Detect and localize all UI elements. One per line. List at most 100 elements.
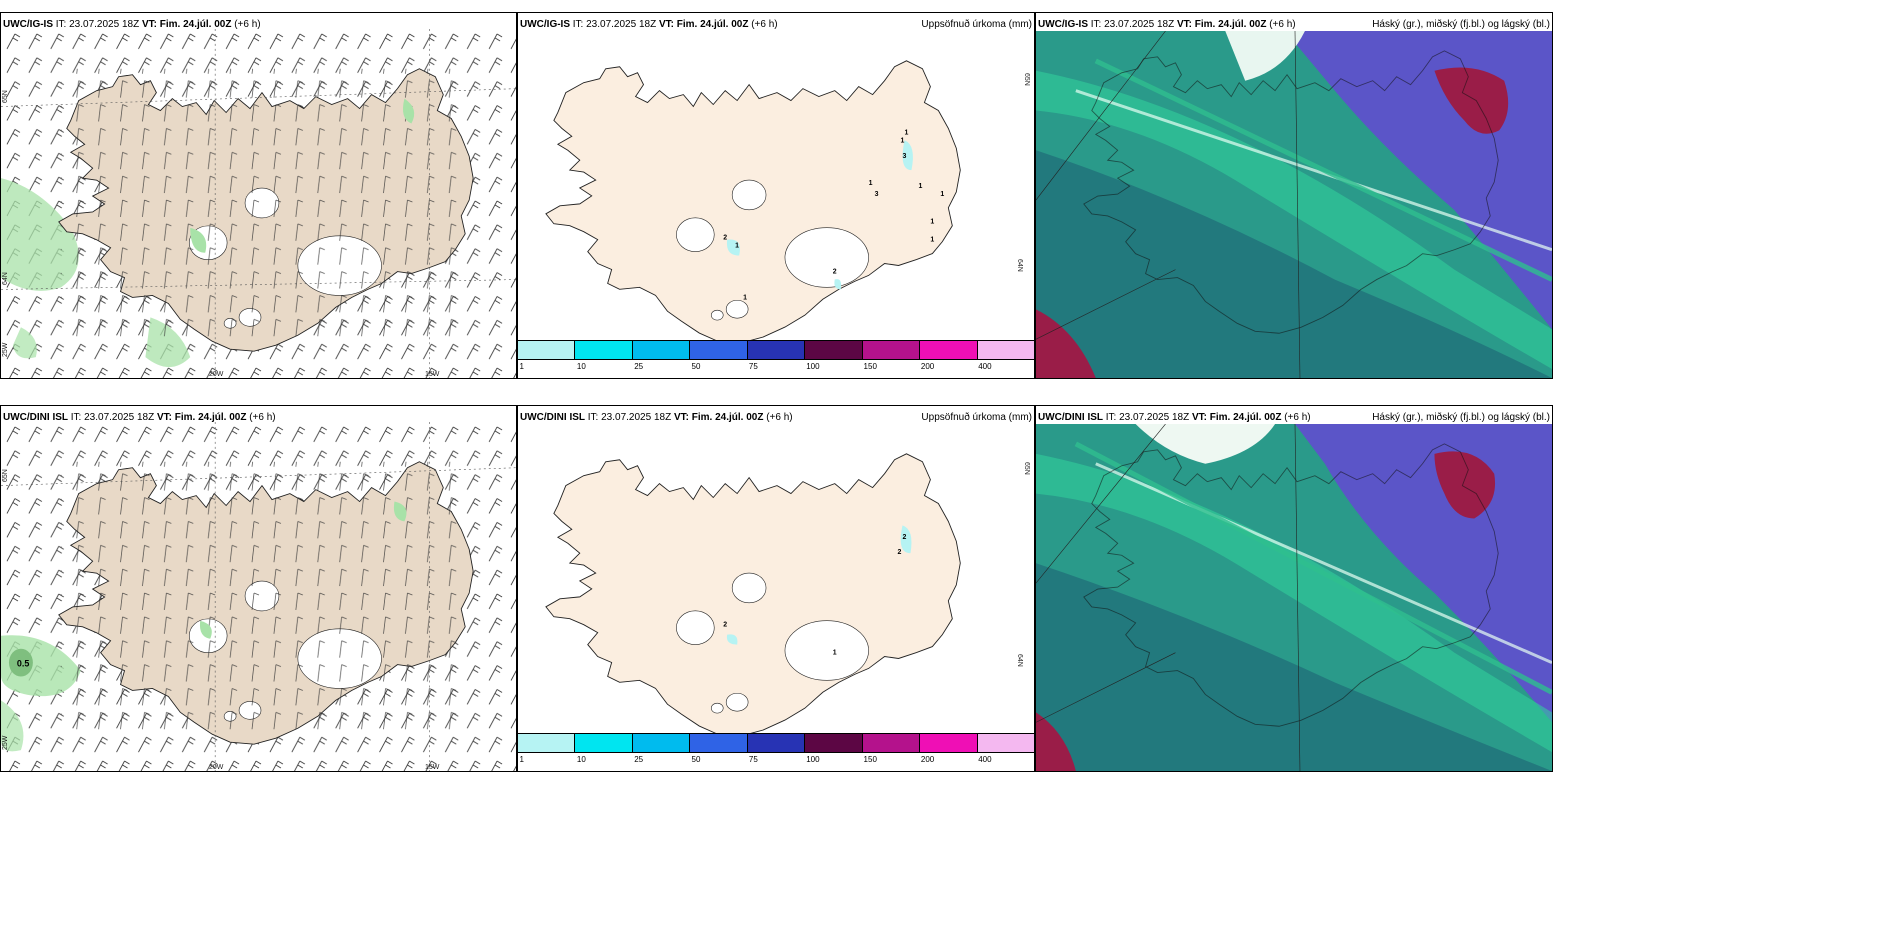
colorbar-segment (920, 734, 978, 752)
lat-label-64n: 64N (1016, 259, 1023, 272)
precip-value: 1 (735, 243, 739, 250)
precip-colorbar (518, 340, 1034, 360)
lon-label-25w: 25W (2, 735, 9, 750)
model-name: UWC/IG-IS (1038, 19, 1088, 30)
colorbar-label: 150 (863, 755, 877, 764)
wind-map-panel-ig-is: UWC/IG-IS IT: 23.07.2025 18Z VT: Fim. 24… (0, 12, 517, 379)
precip-value: 2 (903, 534, 907, 541)
panel-header: UWC/DINI ISL IT: 23.07.2025 18Z VT: Fim.… (1036, 406, 1552, 428)
colorbar-segment (747, 341, 806, 359)
precip-value: 1 (940, 191, 944, 198)
panel-title: Uppsöfnuð úrkoma (mm) (921, 412, 1032, 423)
valid-time: VT: Fim. 24.júl. 00Z (673, 412, 764, 423)
cloud-map (1036, 31, 1552, 378)
precip-value: 1 (905, 129, 909, 136)
init-time: IT: 23.07.2025 18Z (1088, 19, 1177, 30)
lon-label-20w: 20W (209, 764, 224, 771)
panel-title: Háský (gr.), miðský (fj.bl.) og lágský (… (1372, 412, 1550, 423)
panel-header: UWC/DINI ISL IT: 23.07.2025 18Z VT: Fim.… (1, 406, 516, 428)
colorbar-label: 10 (576, 362, 586, 371)
precip-value: 1 (901, 137, 905, 144)
colorbar-label: 400 (978, 362, 992, 371)
colorbar-segment (518, 734, 576, 752)
lead-time: (+6 h) (763, 412, 793, 423)
colorbar-label: 75 (748, 362, 758, 371)
lead-time: (+6 h) (1281, 412, 1311, 423)
colorbar-label: 50 (691, 755, 701, 764)
precip-value: 3 (903, 153, 907, 160)
valid-time: VT: Fim. 24.júl. 00Z (1176, 19, 1267, 30)
colorbar-segment (805, 341, 863, 359)
colorbar-segment (862, 734, 921, 752)
lon-label-25w: 25W (2, 342, 9, 357)
precip-value: 1 (930, 237, 934, 244)
init-time: IT: 23.07.2025 18Z (1103, 412, 1192, 423)
colorbar-segment (747, 734, 806, 752)
precip-value: 1 (869, 180, 873, 187)
precip-value: 2 (898, 549, 902, 556)
lat-label-64n: 64N (1016, 654, 1023, 667)
precip-value: 2 (723, 235, 727, 242)
colorbar-label: 1 (519, 362, 524, 371)
lat-label-65n: 65N (1023, 462, 1030, 475)
init-time: IT: 23.07.2025 18Z (585, 412, 674, 423)
colorbar-segment (632, 734, 691, 752)
precip-colorbar-labels: 1 10 25 50 75 100 150 200 400 (518, 362, 1034, 376)
init-time: IT: 23.07.2025 18Z (68, 412, 157, 423)
lead-time: (+6 h) (748, 19, 778, 30)
colorbar-segment (977, 341, 1034, 359)
lon-label-15w: 15W (425, 764, 440, 771)
model-name: UWC/DINI ISL (1038, 412, 1103, 423)
colorbar-label: 200 (920, 362, 935, 371)
panel-header: UWC/IG-IS IT: 23.07.2025 18Z VT: Fim. 24… (1, 13, 516, 35)
colorbar-label: 25 (634, 362, 644, 371)
precip-colorbar-labels: 1 10 25 50 75 100 150 200 400 (518, 755, 1034, 769)
colorbar-segment (575, 734, 633, 752)
panel-header: UWC/DINI ISL IT: 23.07.2025 18Z VT: Fim.… (518, 406, 1034, 428)
valid-time: VT: Fim. 24.júl. 00Z (156, 412, 247, 423)
init-time: IT: 23.07.2025 18Z (570, 19, 659, 30)
precip-map: 1 1 3 1 3 1 1 1 1 2 1 2 1 (518, 29, 1034, 341)
precip-colorbar (518, 733, 1034, 753)
colorbar-label: 10 (576, 755, 586, 764)
lead-time: (+6 h) (246, 412, 276, 423)
panel-header: UWC/IG-IS IT: 23.07.2025 18Z VT: Fim. 24… (1036, 13, 1552, 35)
precip-value: 3 (875, 191, 879, 198)
colorbar-segment (690, 734, 748, 752)
colorbar-segment (575, 341, 633, 359)
init-time: IT: 23.07.2025 18Z (53, 19, 142, 30)
valid-time: VT: Fim. 24.júl. 00Z (1191, 412, 1282, 423)
colorbar-label: 200 (920, 755, 935, 764)
colorbar-segment (862, 341, 921, 359)
wind-map: 0.5 (1, 422, 516, 771)
colorbar-segment (518, 341, 576, 359)
model-name: UWC/IG-IS (3, 19, 53, 30)
colorbar-label: 150 (863, 362, 877, 371)
colorbar-label: 75 (748, 755, 758, 764)
model-name: UWC/DINI ISL (520, 412, 585, 423)
panel-title: Háský (gr.), miðský (fj.bl.) og lágský (… (1372, 19, 1550, 30)
lat-label-64n: 64N (2, 272, 9, 285)
lat-label-65n: 65N (2, 90, 9, 103)
precip-value: 1 (918, 183, 922, 190)
colorbar-label: 25 (634, 755, 644, 764)
precip-value: 1 (930, 219, 934, 226)
valid-time: VT: Fim. 24.júl. 00Z (658, 19, 749, 30)
colorbar-segment (977, 734, 1034, 752)
colorbar-label: 100 (806, 755, 820, 764)
precip-value: 0.5 (17, 659, 29, 669)
precip-map-panel-dini-isl: UWC/DINI ISL IT: 23.07.2025 18Z VT: Fim.… (517, 405, 1035, 772)
colorbar-label: 50 (691, 362, 701, 371)
colorbar-label: 100 (806, 362, 820, 371)
model-name: UWC/DINI ISL (3, 412, 68, 423)
colorbar-label: 400 (978, 755, 992, 764)
precip-map-panel-ig-is: UWC/IG-IS IT: 23.07.2025 18Z VT: Fim. 24… (517, 12, 1035, 379)
precip-map: 2 2 2 1 (518, 422, 1034, 734)
model-name: UWC/IG-IS (520, 19, 570, 30)
cloud-map (1036, 424, 1552, 771)
panel-title: Uppsöfnuð úrkoma (mm) (921, 19, 1032, 30)
lead-time: (+6 h) (231, 19, 261, 30)
valid-time: VT: Fim. 24.júl. 00Z (141, 19, 232, 30)
wind-map-panel-dini-isl: UWC/DINI ISL IT: 23.07.2025 18Z VT: Fim.… (0, 405, 517, 772)
cloud-map-panel-ig-is: UWC/IG-IS IT: 23.07.2025 18Z VT: Fim. 24… (1035, 12, 1553, 379)
